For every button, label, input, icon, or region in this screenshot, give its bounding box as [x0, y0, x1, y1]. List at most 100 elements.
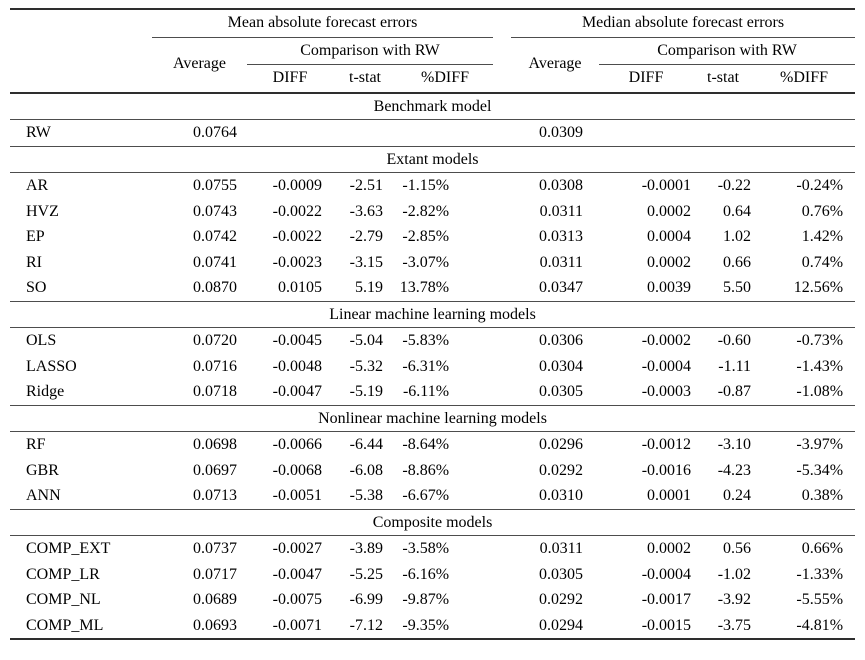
mean-average-value: 0.0716: [193, 357, 237, 375]
median-pdiff-value: 0.66%: [801, 540, 844, 557]
median-average-value: 0.0313: [539, 228, 584, 245]
table-row: COMP_NL 0.0689 -0.0075 -6.99 -9.87% 0.0292 -0.…: [10, 587, 855, 613]
mean-pdiff-value: 13.78%: [397, 275, 494, 302]
median-pdiff-value: -0.73%: [796, 332, 844, 349]
median-diff-value: -0.0001: [641, 177, 692, 194]
mean-pdiff-value: -6.67%: [397, 483, 494, 510]
median-tstat-value: -1.11: [718, 357, 752, 375]
table-row: RI 0.0741 -0.0023 -3.15 -3.07% 0.0311 0.0002 0.…: [10, 250, 855, 276]
mean-pdiff-value: -3.07%: [402, 253, 450, 271]
model-column-header: [10, 9, 152, 94]
mean-tstat-value: [333, 119, 397, 147]
model-name: ANN: [10, 483, 152, 510]
median-average-value: 0.0305: [539, 565, 584, 583]
mean-tstat-value: -5.38: [333, 483, 397, 510]
mean-pdiff-value: -5.83%: [402, 332, 450, 349]
row-spacer: [493, 458, 511, 484]
median-diff-value: -0.0003: [599, 379, 694, 406]
row-spacer: [493, 587, 511, 613]
median-tstat-value: 0.64: [723, 202, 752, 220]
table-row: COMP_ML 0.0693 -0.0071 -7.12 -9.35% 0.0294 -0.…: [10, 612, 856, 640]
section-title: Benchmark model: [10, 92, 856, 120]
mean-diff-value: -0.0045: [272, 332, 322, 349]
median-tstat-value: -3.92: [717, 591, 752, 608]
mean-diff-value: -0.0022: [272, 202, 322, 220]
row-spacer: [493, 224, 511, 250]
mean-pdiff-value: -8.64%: [402, 436, 450, 453]
mean-diff-value: 0.0105: [247, 275, 333, 302]
mean-tstat-value: -5.25: [349, 565, 383, 583]
mean-average-value: 0.0742: [193, 228, 237, 245]
mean-diff-value: -0.0071: [247, 612, 333, 640]
median-tstat-value: 1.02: [723, 228, 752, 245]
median-tstat-value: -3.10: [717, 436, 752, 453]
median-pdiff-value: 0.76%: [801, 202, 844, 220]
mean-diff-value: -0.0051: [247, 483, 333, 510]
mean-pdiff-value: -6.16%: [402, 565, 450, 583]
row-spacer: [493, 328, 511, 354]
mean-tstat-value: -6.44: [349, 436, 383, 453]
median-average-value: 0.0305: [511, 379, 600, 406]
median-average-header: Average: [511, 37, 600, 94]
mean-pdiff-value: -3.58%: [402, 540, 450, 557]
table-row: RF 0.0698 -0.0066 -6.44 -8.64% 0.0296 -0.0012 -…: [10, 432, 855, 458]
median-tstat-value: -4.23: [717, 461, 752, 479]
median-tstat-value: -0.87: [693, 379, 754, 406]
median-pdiff-value: 1.42%: [801, 228, 844, 245]
mean-tstat-value: -5.19: [333, 379, 397, 406]
row-spacer: [493, 173, 511, 199]
mean-tstat-value: -6.08: [349, 461, 383, 479]
model-name: Ridge: [10, 379, 152, 406]
mean-pdiff-value: -9.87%: [402, 591, 450, 608]
median-pdiff-value: -5.55%: [796, 591, 844, 608]
median-pdiff-value: -1.43%: [796, 357, 844, 375]
mean-pdiff-value: -1.15%: [402, 177, 450, 194]
median-diff-value: -0.0004: [641, 357, 692, 375]
mean-average-value: 0.0870: [152, 275, 247, 302]
section-title-row: Composite models: [10, 509, 856, 536]
mean-average-header: Average: [152, 37, 247, 94]
mean-average-value: 0.0743: [193, 202, 237, 220]
mean-average-value: 0.0720: [193, 332, 237, 349]
model-name: COMP_ML: [10, 612, 152, 640]
median-diff-value: 0.0001: [599, 483, 694, 510]
median-diff-value: -0.0004: [641, 565, 692, 583]
median-pdiff-value: -0.24%: [796, 177, 844, 194]
median-average-value: 0.0311: [539, 253, 584, 271]
mean-diff-value: -0.0023: [272, 253, 322, 271]
table-row: Ridge 0.0718 -0.0047 -5.19 -6.11% 0.0305 -0.00…: [10, 379, 856, 406]
mean-tstat-header: t-stat: [333, 64, 397, 94]
mean-tstat-value: -5.32: [349, 357, 383, 375]
median-average-value: 0.0296: [539, 436, 584, 453]
model-name: COMP_LR: [26, 565, 100, 583]
median-pdiff-value: -5.34%: [796, 461, 844, 479]
median-average-value: 0.0304: [539, 357, 584, 375]
table-row: RW 0.0764 0.0309: [10, 119, 856, 147]
header-spacer: [493, 9, 512, 94]
mean-pdiff-value: -2.82%: [402, 202, 450, 220]
median-average-value: 0.0310: [511, 483, 600, 510]
mean-diff-header: DIFF: [247, 64, 333, 94]
mean-pdiff-value: -6.31%: [402, 357, 450, 375]
median-diff-value: -0.0002: [641, 332, 692, 349]
table-header: Mean absolute forecast errors Median abs…: [10, 9, 856, 94]
row-spacer: [493, 119, 512, 147]
table-row: COMP_LR 0.0717 -0.0047 -5.25 -6.16% 0.0305 -0.…: [10, 562, 855, 588]
section-title: Composite models: [10, 509, 856, 536]
section-title-row: Nonlinear machine learning models: [10, 405, 856, 432]
mean-pdiff-value: -8.86%: [402, 461, 450, 479]
median-pdiff-value: -1.08%: [753, 379, 856, 406]
median-tstat-value: [693, 119, 754, 147]
forecast-errors-table: Mean absolute forecast errors Median abs…: [10, 8, 856, 640]
mean-average-value: 0.0697: [193, 461, 237, 479]
mean-average-value: 0.0764: [152, 119, 247, 147]
mean-pdiff-value: [397, 119, 494, 147]
model-name: RW: [10, 119, 152, 147]
mean-pdiff-value: -6.11%: [397, 379, 494, 406]
median-comparison-header: Comparison with RW: [599, 37, 856, 65]
mean-pdiff-value: -9.35%: [397, 612, 494, 640]
median-average-value: 0.0309: [511, 119, 600, 147]
mean-average-value: 0.0755: [193, 177, 237, 194]
table-row: COMP_EXT 0.0737 -0.0027 -3.89 -3.58% 0.0311 0.…: [10, 536, 855, 562]
median-tstat-header: t-stat: [693, 64, 754, 94]
